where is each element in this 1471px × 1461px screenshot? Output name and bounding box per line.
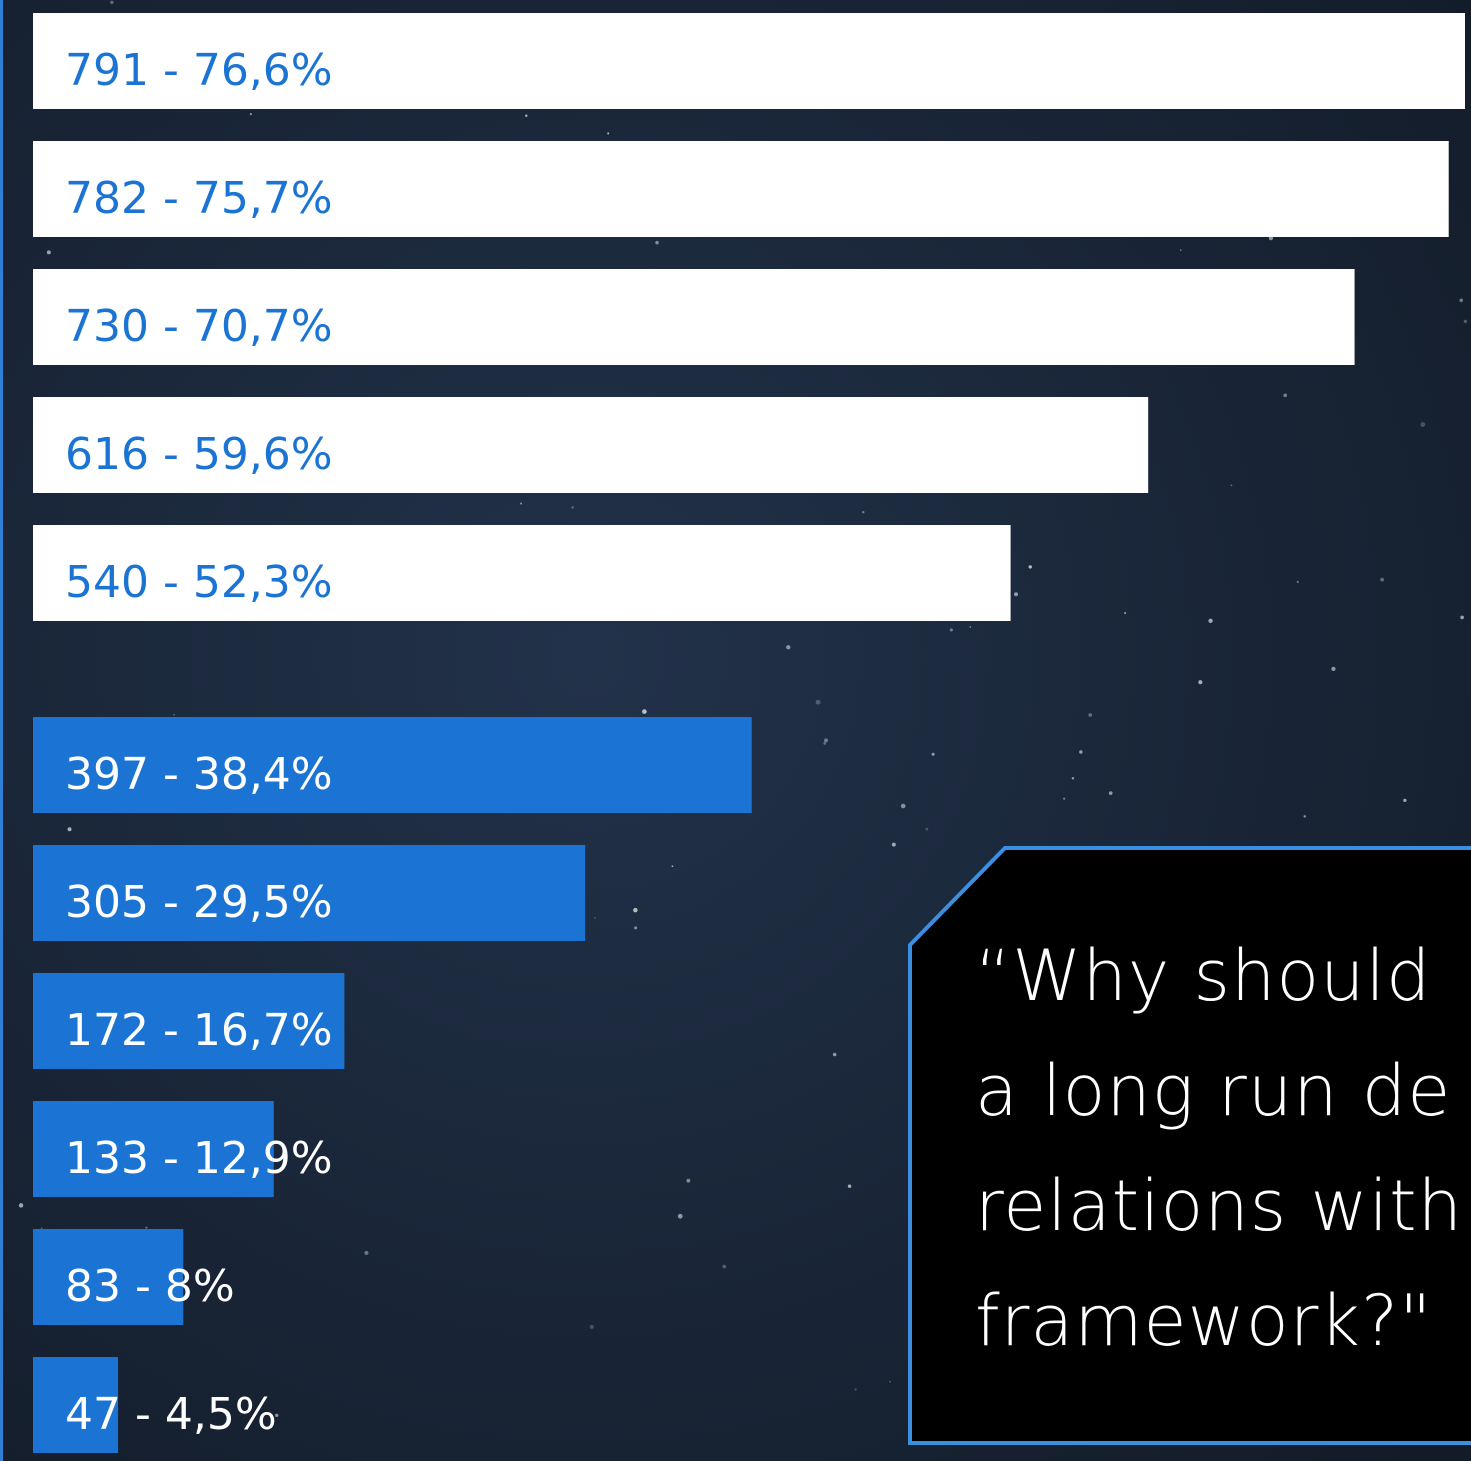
star [590, 1325, 594, 1329]
star [1460, 616, 1464, 620]
star [672, 865, 674, 867]
star [1420, 422, 1425, 427]
star [925, 828, 928, 831]
star [594, 917, 595, 918]
value-label: 133 - 12,9% [65, 1133, 333, 1184]
star [678, 1214, 683, 1219]
star [1283, 393, 1287, 397]
star [68, 827, 72, 831]
star [1180, 249, 1181, 250]
star [655, 241, 659, 245]
star [950, 628, 953, 631]
star [1088, 713, 1092, 717]
star [47, 250, 51, 254]
callout-line: “Why should [975, 935, 1431, 1017]
star [862, 511, 864, 513]
star [1380, 578, 1384, 582]
star [833, 1053, 837, 1057]
star [1079, 750, 1082, 753]
star [823, 742, 826, 745]
callout-line: relations with [975, 1165, 1463, 1247]
star [19, 1203, 23, 1207]
chart: 791 - 76,6% 782 - 75,7% 730 - 70,7% 616 - 5… [0, 0, 1471, 1461]
star [1029, 565, 1032, 568]
left-border [0, 0, 3, 1461]
star [722, 1265, 726, 1269]
star [633, 908, 637, 912]
value-label: 172 - 16,7% [65, 1005, 333, 1056]
callout: “Why should a long run de relations with… [910, 848, 1471, 1443]
star [854, 1388, 856, 1390]
star [1109, 791, 1113, 795]
star [816, 700, 821, 705]
star [145, 1227, 147, 1229]
value-label: 397 - 38,4% [65, 749, 333, 800]
star [1464, 320, 1467, 323]
callout-line: a long run de [975, 1050, 1451, 1132]
star [1063, 798, 1065, 800]
value-label: 791 - 76,6% [65, 45, 333, 96]
star [642, 709, 647, 714]
star [634, 926, 637, 929]
star [520, 503, 522, 505]
value-label: 782 - 75,7% [65, 173, 333, 224]
star [1208, 619, 1212, 623]
star [1304, 815, 1306, 817]
star [1124, 612, 1126, 614]
star [1198, 680, 1202, 684]
star [1072, 777, 1074, 779]
star [786, 645, 790, 649]
value-label: 83 - 8% [65, 1261, 235, 1312]
value-label: 616 - 59,6% [65, 429, 333, 480]
star [889, 1381, 891, 1383]
star [848, 1184, 851, 1187]
star [901, 804, 906, 809]
value-label: 730 - 70,7% [65, 301, 333, 352]
value-label: 540 - 52,3% [65, 557, 333, 608]
star [1403, 799, 1406, 802]
star [174, 714, 175, 715]
star [110, 1, 113, 4]
star [1014, 592, 1018, 596]
star [1297, 581, 1299, 583]
star [571, 506, 574, 509]
star [525, 115, 527, 117]
star [1459, 298, 1463, 302]
callout-line: framework?" [975, 1280, 1432, 1362]
star [250, 113, 252, 115]
page: 791 - 76,6% 782 - 75,7% 730 - 70,7% 616 - 5… [0, 0, 1471, 1461]
star [969, 626, 970, 627]
star [364, 1251, 368, 1255]
star [686, 1179, 690, 1183]
value-label: 305 - 29,5% [65, 877, 333, 928]
star [932, 753, 935, 756]
star [824, 738, 828, 742]
value-label: 47 - 4,5% [65, 1389, 277, 1440]
star [607, 132, 609, 134]
star [1231, 485, 1233, 487]
star [1331, 667, 1335, 671]
star [41, 1227, 43, 1229]
star [892, 843, 896, 847]
